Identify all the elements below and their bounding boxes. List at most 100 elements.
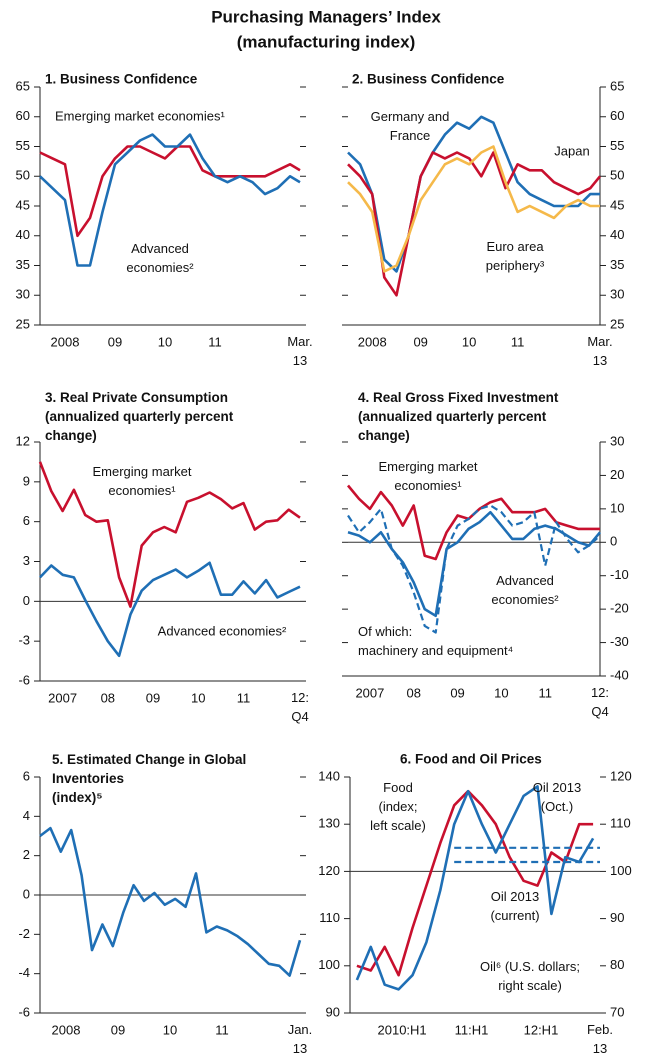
y-tick-label: 2 <box>23 847 30 862</box>
panel-title: 1. Business Confidence <box>45 72 198 87</box>
x-tick-label: 2007 <box>355 685 384 700</box>
y-tick-label: 0 <box>610 534 617 549</box>
series-label: Germany and France <box>371 109 450 143</box>
y-tick-label: 140 <box>318 768 340 783</box>
y-tick-label: 110 <box>610 816 631 831</box>
series-line <box>39 133 301 267</box>
x-tick-label: Mar. 13 <box>587 334 612 368</box>
series-line <box>347 145 600 273</box>
y-tick-label: -2 <box>18 926 30 941</box>
x-tick-label: 08 <box>101 690 115 705</box>
series-line <box>39 145 301 238</box>
series-line <box>347 115 600 273</box>
y-tick-label: 60 <box>16 108 30 123</box>
x-tick-label: 2007 <box>48 690 77 705</box>
series-label: Advanced economies² <box>491 573 559 607</box>
y-tick-label: 90 <box>326 1004 340 1019</box>
y-tick-label: 0 <box>23 886 30 901</box>
figure-subtitle: (manufacturing index) <box>237 32 416 51</box>
y-tick-label: 4 <box>23 808 30 823</box>
y-tick-label: 25 <box>610 316 624 331</box>
y-tick-label: 80 <box>610 957 624 972</box>
y-tick-label: 25 <box>16 316 30 331</box>
y-tick-label: -4 <box>18 965 30 980</box>
x-tick-label: 2008 <box>52 1022 81 1037</box>
y-tick-label: 60 <box>610 108 624 123</box>
y-tick-label: 40 <box>16 227 30 242</box>
y-tick-label: 120 <box>610 768 632 783</box>
y-tick-label: 55 <box>610 138 624 153</box>
series-label: Of which: machinery and equipment⁴ <box>358 624 513 658</box>
y-tick-label: -6 <box>18 1004 30 1019</box>
y-tick-label: 30 <box>610 287 624 302</box>
y-tick-label: -20 <box>610 601 629 616</box>
x-tick-label: 12: Q4 <box>591 685 609 719</box>
y-tick-label: -30 <box>610 634 629 649</box>
series-label: Emerging market economies¹ <box>93 464 192 498</box>
x-tick-label: Jan. 13 <box>288 1022 313 1056</box>
x-tick-label: 12: Q4 <box>291 690 309 724</box>
y-tick-label: 30 <box>610 433 624 448</box>
y-tick-label: 3 <box>23 553 30 568</box>
x-tick-label: 11 <box>208 334 222 349</box>
x-tick-label: 11 <box>237 690 251 705</box>
x-tick-label: 09 <box>111 1022 125 1037</box>
x-tick-label: 09 <box>450 685 464 700</box>
series-label: Oil 2013 (current) <box>490 889 539 923</box>
series-label: Euro area periphery³ <box>486 239 545 273</box>
series-line <box>347 151 602 297</box>
panel-title: 3. Real Private Consumption (annualized q… <box>45 390 234 443</box>
series-line <box>356 789 594 977</box>
panel-title: 5. Estimated Change in Global Inventories… <box>52 752 246 805</box>
y-tick-label: 65 <box>610 78 624 93</box>
series-line <box>39 561 301 658</box>
y-tick-label: 40 <box>610 227 624 242</box>
y-tick-label: 50 <box>610 168 624 183</box>
panel-title: 6. Food and Oil Prices <box>400 752 542 767</box>
x-tick-label: Feb. 13 <box>587 1022 613 1056</box>
x-tick-label: 10 <box>163 1022 177 1037</box>
x-tick-label: 10 <box>191 690 205 705</box>
figure-title: Purchasing Managers’ Index <box>211 7 441 26</box>
y-tick-label: 100 <box>318 957 340 972</box>
x-tick-label: 08 <box>407 685 421 700</box>
series-label: Food (index; left scale) <box>370 780 426 833</box>
x-tick-label: 2008 <box>358 334 387 349</box>
series-line <box>38 461 301 608</box>
series-label: Advanced economies² <box>126 241 194 275</box>
y-tick-label: 100 <box>610 863 632 878</box>
y-tick-label: 120 <box>318 863 340 878</box>
y-tick-label: 50 <box>16 168 30 183</box>
y-tick-label: 70 <box>610 1004 624 1019</box>
y-tick-label: 65 <box>16 78 30 93</box>
panel-title: 4. Real Gross Fixed Investment (annualize… <box>358 390 559 443</box>
x-tick-label: 11 <box>511 334 525 349</box>
x-tick-label: 11 <box>215 1022 229 1037</box>
y-tick-label: 6 <box>23 768 30 783</box>
x-tick-label: 09 <box>146 690 160 705</box>
series-label: Advanced economies² <box>158 623 287 638</box>
y-tick-label: -40 <box>610 667 629 682</box>
y-tick-label: 10 <box>610 500 624 515</box>
series-label: Oil 2013 (Oct.) <box>533 780 581 814</box>
x-tick-label: 10 <box>462 334 476 349</box>
y-tick-label: 55 <box>16 138 30 153</box>
series-line <box>39 826 302 977</box>
y-tick-label: -6 <box>18 672 30 687</box>
y-tick-label: 0 <box>23 593 30 608</box>
x-tick-label: 12:H1 <box>524 1022 559 1037</box>
y-tick-label: 12 <box>16 433 30 448</box>
y-tick-label: 20 <box>610 467 624 482</box>
panel-title: 2. Business Confidence <box>352 72 505 87</box>
series-line <box>346 484 600 561</box>
x-tick-label: 2008 <box>51 334 80 349</box>
x-tick-label: Mar. 13 <box>287 334 312 368</box>
y-tick-label: 130 <box>318 816 340 831</box>
series-line <box>347 504 601 634</box>
x-tick-label: 11 <box>538 685 552 700</box>
series-line <box>355 785 595 991</box>
y-tick-label: 9 <box>23 473 30 488</box>
series-label: Japan <box>554 143 589 158</box>
y-tick-label: 35 <box>16 257 30 272</box>
